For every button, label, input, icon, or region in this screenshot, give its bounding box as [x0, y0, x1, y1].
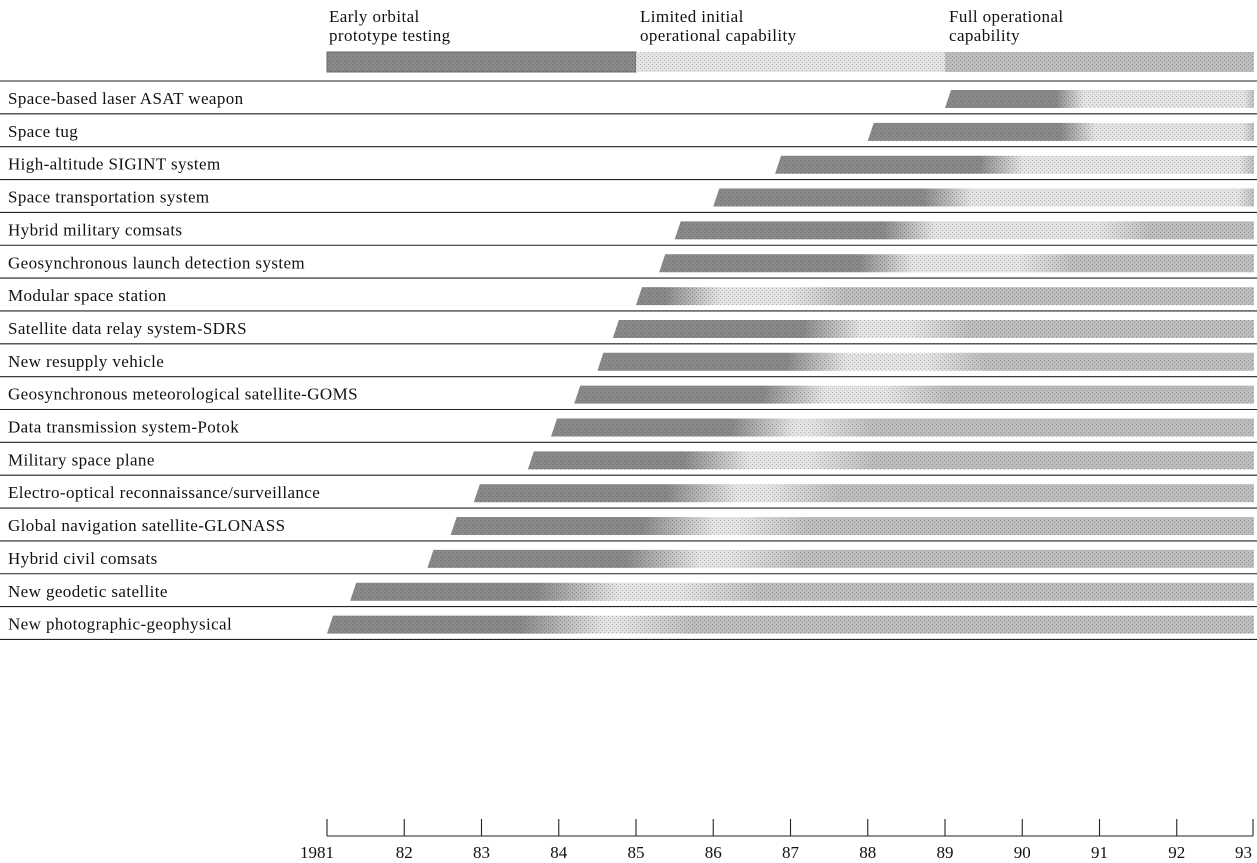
row-label-military-space-plane: Military space plane: [8, 450, 155, 469]
legend-swatch-texture: [945, 52, 1254, 72]
legend-label: Early orbital: [329, 7, 420, 26]
timeline-bar-texture: [612, 319, 1254, 338]
timeline-bar-texture: [659, 254, 1254, 273]
timeline-bar-texture: [867, 122, 1254, 141]
timeline-bar-texture: [775, 155, 1254, 174]
legend-swatch-texture: [636, 52, 945, 72]
row-label-geosynchronous-meteorological-satellite-goms: Geosynchronous meteorological satellite-…: [8, 385, 358, 404]
row-label-space-transportation-system: Space transportation system: [8, 188, 210, 207]
timeline-bar-texture: [574, 385, 1254, 404]
row-label-new-resupply-vehicle: New resupply vehicle: [8, 352, 164, 371]
x-tick-label: 85: [628, 843, 645, 862]
row-label-space-based-laser-asat-weapon: Space-based laser ASAT weapon: [8, 89, 244, 108]
timeline-bar-texture: [350, 582, 1254, 601]
legend-label: Limited initial: [640, 7, 744, 26]
timeline-bar-texture: [327, 615, 1254, 634]
x-tick-label: 93: [1235, 843, 1252, 862]
row-label-new-photographic-geophysical: New photographic-geophysical: [8, 615, 232, 634]
row-label-hybrid-civil-comsats: Hybrid civil comsats: [8, 549, 158, 568]
timeline-bar-texture: [450, 517, 1255, 536]
x-tick-label: 89: [937, 843, 954, 862]
x-axis: 1981 82 83 84 85 86 87 88 89 90 91 92 93: [300, 819, 1254, 862]
timeline-bar-texture: [636, 287, 1254, 306]
timeline-bar-texture: [527, 451, 1254, 470]
timeline-bar-texture: [551, 418, 1254, 437]
row-label-modular-space-station: Modular space station: [8, 286, 167, 305]
x-tick-label: 82: [396, 843, 413, 862]
x-tick-label: 92: [1168, 843, 1185, 862]
timeline-bar-texture: [713, 188, 1254, 207]
x-tick-label: 87: [782, 843, 800, 862]
legend-label: prototype testing: [329, 26, 451, 45]
timeline-bar-texture: [473, 484, 1254, 503]
x-tick-label: 1981: [300, 843, 334, 862]
legend-swatch-texture: [327, 52, 636, 72]
row-label-new-geodetic-satellite: New geodetic satellite: [8, 582, 168, 601]
x-tick-label: 90: [1014, 843, 1031, 862]
row-label-geosynchronous-launch-detection-system: Geosynchronous launch detection system: [8, 253, 305, 272]
x-tick-label: 91: [1091, 843, 1108, 862]
timeline-bar-texture: [597, 352, 1254, 371]
x-tick-label: 83: [473, 843, 490, 862]
row-label-data-transmission-system-potok: Data transmission system-Potok: [8, 418, 239, 437]
row-label-electro-optical-reconnaissance-surveillance: Electro-optical reconnaissance/surveilla…: [8, 483, 320, 502]
timeline-bar-texture: [945, 90, 1254, 108]
row-separators: [0, 80, 1257, 641]
legend-label: Full operational: [949, 7, 1064, 26]
row-label-satellite-data-relay-system-sdrs: Satellite data relay system-SDRS: [8, 319, 247, 338]
x-tick-label: 84: [550, 843, 568, 862]
legend-label: capability: [949, 26, 1020, 45]
timeline-bar-texture: [674, 221, 1254, 240]
rows: Space-based laser ASAT weapon Space tug Hi…: [8, 89, 1255, 634]
row-label-hybrid-military-comsats: Hybrid military comsats: [8, 220, 182, 239]
x-tick-label: 88: [859, 843, 876, 862]
row-label-high-altitude-sigint-system: High-altitude SIGINT system: [8, 155, 221, 174]
legend-label: operational capability: [640, 26, 797, 45]
row-label-space-tug: Space tug: [8, 122, 78, 141]
x-tick-label: 86: [705, 843, 722, 862]
timeline-bar-texture: [427, 549, 1254, 568]
row-label-global-navigation-satellite-glonass: Global navigation satellite-GLONASS: [8, 516, 285, 535]
